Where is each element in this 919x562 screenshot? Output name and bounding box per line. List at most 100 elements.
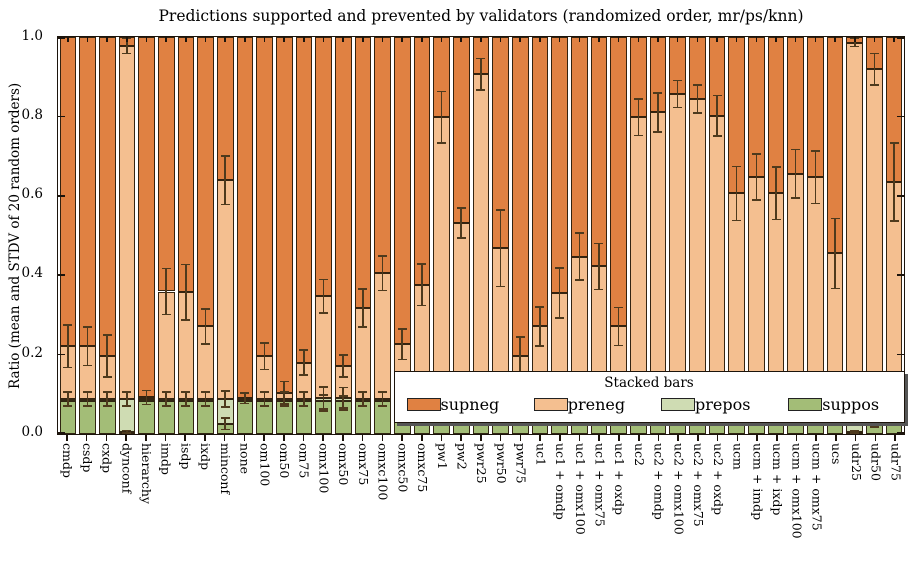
- x-tick-mark-bottom: [697, 435, 699, 441]
- error-bar: [496, 209, 506, 288]
- x-tick: pwr25: [471, 435, 491, 539]
- error-bar: [889, 142, 899, 222]
- x-tick-label: omxc100: [375, 443, 391, 501]
- error-bar: [319, 394, 329, 412]
- legend-entry: supneg: [395, 395, 522, 414]
- y-tick-label: 0.2: [21, 344, 43, 361]
- x-tick-mark-top: [381, 37, 384, 42]
- x-tick: none: [234, 435, 254, 539]
- bar-segment-preneg: [767, 193, 785, 400]
- bar-segment-supneg: [275, 37, 293, 393]
- error-bar: [279, 391, 289, 408]
- x-tick-mark-bottom: [144, 435, 147, 441]
- x-tick-label: om75: [296, 443, 312, 479]
- bar: [295, 37, 313, 434]
- x-tick-label: omxc50: [395, 443, 411, 493]
- x-tick: uc1 + omx100: [570, 435, 590, 539]
- bar: [629, 37, 647, 434]
- x-tick-mark-bottom: [795, 435, 798, 441]
- x-tick-label: uc1 + omdp: [553, 443, 569, 520]
- x-tick-mark-top: [67, 37, 69, 42]
- x-tick-mark-bottom: [775, 435, 778, 441]
- x-tick-mark-bottom: [499, 435, 502, 441]
- x-tick-label: ucm + imdp: [750, 443, 766, 521]
- x-tick: uc2: [629, 435, 649, 539]
- bar-column: [97, 37, 117, 434]
- x-tick-mark-bottom: [519, 435, 522, 441]
- x-tick-mark-top: [794, 37, 797, 42]
- x-tick-label: imdp: [158, 443, 174, 475]
- x-tick-mark-bottom: [381, 435, 384, 441]
- legend-entry: prepos: [649, 395, 776, 414]
- x-tick-mark-top: [86, 37, 89, 42]
- error-bar: [869, 52, 879, 86]
- x-tick: udr50: [865, 435, 885, 539]
- bar-segment-preneg: [846, 42, 864, 400]
- x-tick-mark-top: [440, 37, 443, 42]
- x-tick-label: isdp: [178, 443, 194, 470]
- legend-row: supneg preneg prepos suppos: [395, 395, 904, 414]
- x-tick-mark-top: [303, 37, 305, 42]
- x-tick: om100: [254, 435, 274, 539]
- x-tick-mark-bottom: [105, 435, 108, 441]
- y-tick-label: 0.4: [21, 265, 43, 282]
- bar: [374, 37, 391, 434]
- bar-column: [117, 37, 137, 434]
- x-tick: om50: [274, 435, 294, 539]
- bar-segment-supneg: [59, 37, 77, 347]
- x-tick-label: cxdp: [99, 443, 115, 474]
- bar-column: [235, 37, 255, 434]
- x-tick: ucs: [826, 435, 846, 539]
- y-tick-mark-left: [58, 37, 65, 39]
- bar-segment-supneg: [256, 37, 273, 357]
- x-tick-mark-bottom: [342, 435, 344, 441]
- x-tick: pw1: [432, 435, 452, 539]
- x-tick-mark-bottom: [874, 435, 877, 441]
- x-tick-mark-bottom: [282, 435, 285, 441]
- x-tick: uc2 + oxdp: [708, 435, 728, 539]
- x-tick: minconf: [215, 435, 235, 539]
- x-tick-mark-bottom: [618, 435, 620, 441]
- bar-segment-preneg: [472, 74, 490, 400]
- bar-segment-preneg: [216, 180, 234, 400]
- error-bar: [63, 324, 73, 369]
- y-tick-mark-left: [58, 195, 65, 197]
- x-tick-label: ucm + omx100: [789, 443, 805, 539]
- y-tick-mark-right: [897, 353, 904, 356]
- bar: [59, 37, 77, 434]
- error-bar: [161, 391, 171, 408]
- error-bar: [201, 308, 211, 345]
- x-tick-mark-top: [480, 37, 482, 42]
- x-tick-mark-top: [617, 37, 620, 42]
- bar-column: [58, 37, 78, 434]
- error-bar: [535, 306, 545, 347]
- x-tick: omx50: [333, 435, 353, 539]
- x-tick: cxdp: [96, 435, 116, 539]
- x-tick-mark-top: [421, 37, 423, 42]
- x-tick: pw2: [451, 435, 471, 539]
- bar-column: [215, 37, 235, 434]
- bar-segment-preneg: [689, 98, 706, 400]
- y-tick-label: 1.0: [21, 28, 43, 44]
- bar-segment-supneg: [79, 37, 96, 347]
- x-tick-mark-bottom: [204, 435, 206, 441]
- bar-segment-supneg: [98, 37, 116, 357]
- x-tick: pwr50: [491, 435, 511, 539]
- error-bar: [220, 390, 230, 408]
- bar-segment-supneg: [551, 37, 568, 294]
- x-tick-mark-top: [814, 37, 817, 42]
- bar-column: [353, 37, 373, 434]
- x-tick: udr75: [885, 435, 905, 539]
- legend-label: prepos: [695, 395, 751, 414]
- error-bar: [791, 148, 801, 199]
- chart-title: Predictions supported and prevented by v…: [158, 7, 804, 25]
- x-tick-label: pwr75: [513, 443, 529, 484]
- x-tick: uc2 + omx75: [688, 435, 708, 539]
- error-bar: [378, 255, 388, 292]
- bar-segment-preneg: [708, 115, 726, 400]
- bar: [807, 37, 824, 434]
- x-tick-label: udr75: [888, 443, 904, 481]
- bar-column: [255, 37, 275, 434]
- x-tick-label: minconf: [217, 443, 233, 495]
- bar: [275, 37, 293, 434]
